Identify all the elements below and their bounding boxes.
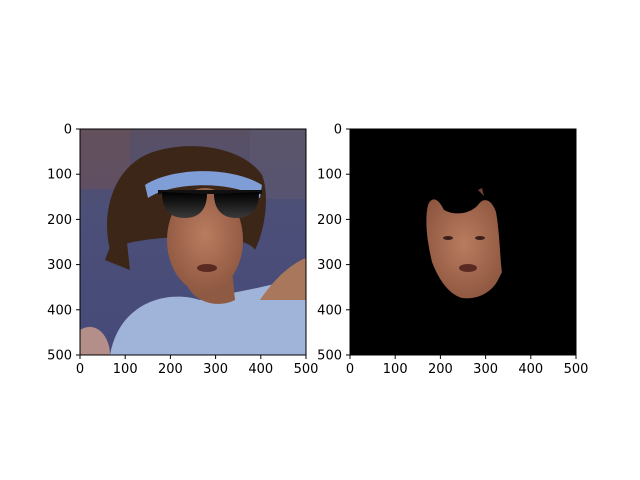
x-tick-label: 100 [113, 362, 138, 377]
x-tick-label: 100 [383, 362, 408, 377]
subplot-original-photo: 0 100 200 300 400 500 0 100 200 300 400 500 [47, 123, 318, 378]
x-tick-label: 300 [203, 362, 228, 377]
y-tick-label: 0 [334, 123, 342, 138]
x-tick-label: 500 [564, 362, 589, 377]
y-tick-label: 500 [47, 349, 72, 364]
x-tick-label: 200 [158, 362, 183, 377]
y-tick-label: 300 [317, 258, 342, 273]
x-tick-label: 500 [294, 362, 319, 377]
y-tick-label: 500 [317, 349, 342, 364]
x-tick-label: 400 [518, 362, 543, 377]
sunglasses-overlay [158, 190, 262, 218]
x-tick-label: 200 [428, 362, 453, 377]
y-tick-label: 100 [47, 168, 72, 183]
y-tick-label: 0 [64, 123, 72, 138]
y-tick-label: 100 [317, 168, 342, 183]
y-tick-label: 400 [47, 303, 72, 318]
subplot-face-mask: 0 100 200 300 400 500 0 100 200 300 400 500 [317, 123, 588, 378]
mask-image [350, 129, 576, 355]
y-tick-label: 300 [47, 258, 72, 273]
x-tick-label: 400 [248, 362, 273, 377]
photo-image [80, 129, 306, 355]
axes-frame [349, 128, 577, 356]
x-tick-label: 0 [346, 362, 354, 377]
y-tick-label: 200 [47, 213, 72, 228]
x-tick-label: 300 [473, 362, 498, 377]
y-tick-label: 200 [317, 213, 342, 228]
x-tick-label: 0 [76, 362, 84, 377]
axes-frame [79, 128, 307, 356]
y-tick-label: 400 [317, 303, 342, 318]
